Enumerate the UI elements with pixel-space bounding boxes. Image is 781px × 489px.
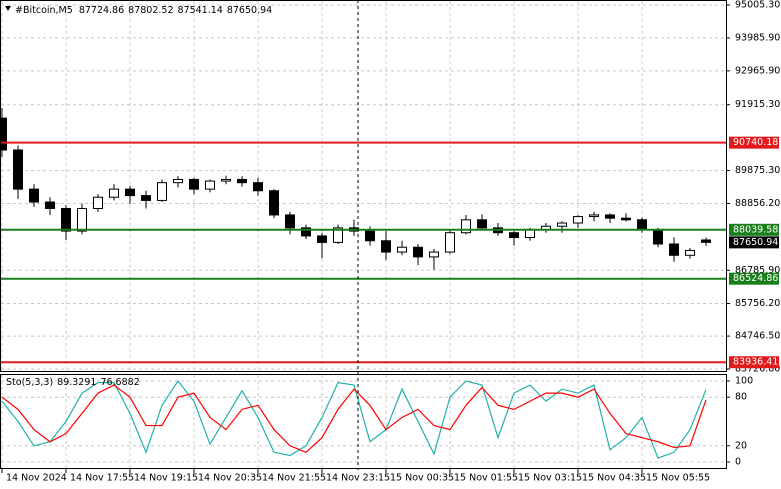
y-tick-label: 85756.20 xyxy=(735,298,780,309)
candle-body xyxy=(365,230,375,242)
indicator-header: Sto(5,3,3) 89.3291 76.6882 xyxy=(6,377,140,388)
y-tick-label: 86785.90 xyxy=(735,265,780,276)
level-label-box xyxy=(729,136,779,149)
level-label: 86524.86 xyxy=(733,273,778,284)
y-tick-label: 0 xyxy=(735,457,741,468)
candle-body xyxy=(621,217,631,221)
candle-body xyxy=(381,240,391,253)
candle-body xyxy=(269,190,279,216)
candle-body xyxy=(45,201,55,209)
y-tick-label: 95005.30 xyxy=(735,0,780,11)
y-tick-label: 100 xyxy=(735,376,753,387)
y-tick-label: 92965.90 xyxy=(735,65,780,76)
y-tick-label: 93985.90 xyxy=(735,32,780,43)
candle-body xyxy=(429,251,439,258)
candle-body xyxy=(317,235,327,243)
candle-body xyxy=(237,178,247,184)
x-tick-label: 15 Nov 05:55 xyxy=(646,473,710,484)
open: 87724.86 xyxy=(79,5,124,16)
main-value: 89.3291 xyxy=(57,377,96,388)
candle-body xyxy=(461,219,471,234)
candle-body xyxy=(125,188,135,197)
indicator-title: Sto(5,3,3) xyxy=(6,377,53,388)
y-tick-label: 91915.30 xyxy=(735,99,780,110)
sub-frame xyxy=(0,374,727,469)
candle-body xyxy=(477,219,487,229)
candle-body xyxy=(301,227,311,237)
candle-body xyxy=(685,249,695,256)
candle-body xyxy=(509,232,519,239)
level-label: 83936.41 xyxy=(733,357,778,368)
indicator-line xyxy=(1,379,707,459)
symbol: #Bitcoin,M5 xyxy=(15,5,73,16)
candle-body xyxy=(397,246,407,253)
candle-body xyxy=(637,219,647,230)
x-tick-label: 15 Nov 04:35 xyxy=(582,473,646,484)
candle-body xyxy=(589,214,599,218)
candle-body xyxy=(173,178,183,184)
main-frame xyxy=(0,0,727,372)
high: 87802.52 xyxy=(128,5,173,16)
x-tick-label: 14 Nov 2024 xyxy=(6,473,67,484)
candle-body xyxy=(413,246,423,258)
y-tick-label: 89875.30 xyxy=(735,165,780,176)
candle-body xyxy=(333,227,343,243)
x-tick-label: 14 Nov 20:35 xyxy=(198,473,262,484)
candle-body xyxy=(221,178,231,182)
level-label-box xyxy=(729,223,779,236)
level-label-box xyxy=(729,356,779,369)
candle-body xyxy=(653,228,663,245)
candle-body xyxy=(253,182,263,192)
price-label: 87650.94 xyxy=(733,237,778,248)
candle-body xyxy=(109,188,119,198)
candle-body xyxy=(141,195,151,201)
candle-body xyxy=(669,243,679,256)
x-tick-label: 14 Nov 23:15 xyxy=(326,473,390,484)
signal-value: 76.6882 xyxy=(100,377,139,388)
level-label: 90740.18 xyxy=(733,137,778,148)
candle-body xyxy=(557,222,567,227)
header-icon xyxy=(5,6,11,11)
level-label-box xyxy=(729,272,779,285)
candle-body xyxy=(205,180,215,190)
candle-body xyxy=(189,178,199,190)
y-tick-label: 80 xyxy=(735,392,747,403)
candle-body xyxy=(445,232,455,253)
x-tick-label: 15 Nov 03:15 xyxy=(518,473,582,484)
candle-body xyxy=(701,239,711,243)
low: 87541.14 xyxy=(178,5,223,16)
candle-body xyxy=(77,207,87,232)
y-tick-label: 88856.20 xyxy=(735,198,780,209)
candle-body xyxy=(61,207,71,232)
chart-header: #Bitcoin,M5 87724.86 87802.52 87541.14 87650… xyxy=(15,5,272,16)
candle-body xyxy=(93,196,103,209)
x-tick-label: 14 Nov 17:55 xyxy=(70,473,134,484)
level-label: 88039.58 xyxy=(733,224,778,235)
x-tick-label: 14 Nov 19:15 xyxy=(134,473,198,484)
x-tick-label: 15 Nov 01:55 xyxy=(454,473,518,484)
y-tick-label: 20 xyxy=(735,440,747,451)
price-label-box xyxy=(729,236,779,249)
candle-body xyxy=(605,214,615,219)
x-tick-label: 15 Nov 00:35 xyxy=(390,473,454,484)
y-tick-label: 83726.80 xyxy=(735,364,780,375)
y-tick-label: 84746.50 xyxy=(735,331,780,342)
x-tick-label: 14 Nov 21:55 xyxy=(262,473,326,484)
indicator-line xyxy=(1,384,707,453)
candle-body xyxy=(285,214,295,229)
candle-body xyxy=(573,216,583,224)
candle-body xyxy=(13,149,23,190)
close: 87650.94 xyxy=(227,5,272,16)
candle-body xyxy=(157,182,167,201)
candle-body xyxy=(0,117,7,151)
candle-body xyxy=(29,188,39,203)
